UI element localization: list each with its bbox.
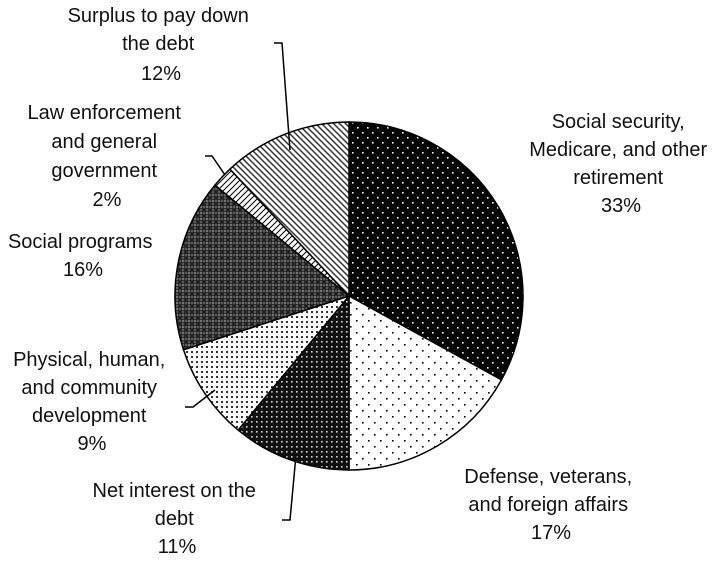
pie-slice-surplus-to-pay-down-the-debt	[228, 121, 350, 298]
pie-slices	[174, 121, 524, 471]
leader-lines	[185, 42, 297, 521]
pie-slice-social-security-medicare-and-other-retirement	[348, 121, 524, 381]
pie-slice-net-interest-on-the-debt	[237, 293, 350, 471]
leader-line-physical-human	[185, 389, 216, 408]
leader-line-surplus	[274, 42, 291, 151]
pie-slice-social-programs	[174, 184, 351, 351]
slice-label-surplus: Surplus to pay down the debt 12%	[68, 5, 255, 85]
slice-label-net-interest: Net interest on the debt 11%	[93, 480, 262, 558]
pie-slice-defense-veterans-and-foreign-affairs	[348, 294, 503, 471]
leader-line-net-interest	[282, 454, 297, 521]
slice-label-law-enforcement: Law enforcement and general government 2…	[28, 102, 187, 211]
slice-label-social-security: Social security, Medicare, and other ret…	[529, 111, 712, 217]
slice-label-defense: Defense, veterans, and foreign affairs 1…	[464, 466, 637, 544]
pie-slice-physical-human-and-community-development	[182, 294, 352, 432]
slice-label-social-programs: Social programs 16%	[8, 231, 158, 281]
slice-label-physical-human: Physical, human, and community developme…	[13, 349, 171, 455]
leader-line-law-enforcement	[205, 155, 226, 176]
